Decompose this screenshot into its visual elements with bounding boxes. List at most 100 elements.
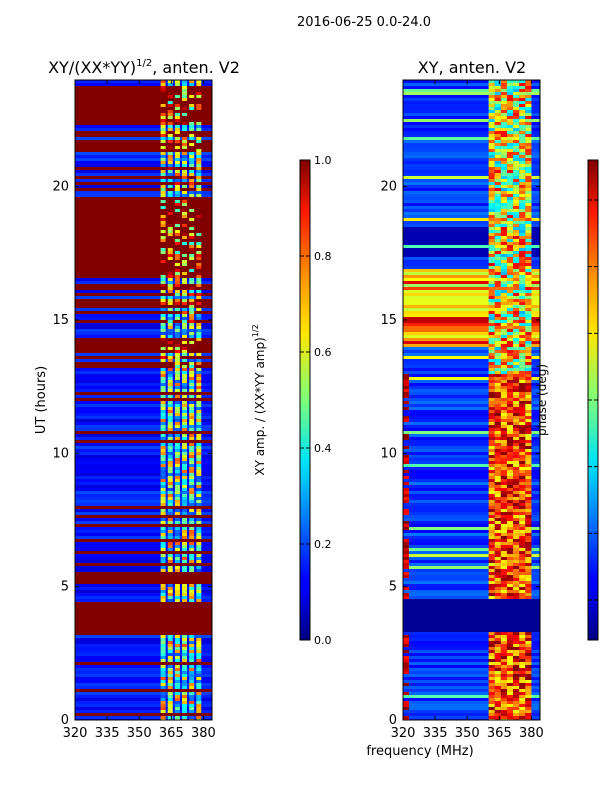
heatmap-cell [189, 128, 195, 131]
heatmap-cell [182, 242, 188, 245]
heatmap-cell [494, 98, 501, 101]
heatmap-cell [500, 410, 507, 413]
heatmap-row [403, 314, 540, 317]
heatmap-cell [182, 293, 188, 296]
heatmap-cell [500, 266, 507, 269]
heatmap-cell [182, 488, 188, 491]
heatmap-cell [500, 155, 507, 158]
heatmap-cell [525, 113, 532, 116]
heatmap-cell [519, 302, 526, 305]
heatmap-row [403, 497, 540, 500]
heatmap-cell [494, 188, 501, 191]
heatmap-cell [182, 326, 188, 329]
heatmap-cell [189, 179, 195, 182]
heatmap-cell [494, 668, 501, 671]
heatmap-row [75, 242, 212, 245]
heatmap-cell [160, 380, 166, 383]
heatmap-cell [174, 692, 180, 695]
heatmap-cell [506, 449, 514, 452]
heatmap-cell [500, 287, 507, 290]
heatmap-row [403, 260, 540, 263]
heatmap-row [75, 245, 212, 248]
heatmap-cell [506, 329, 514, 332]
heatmap-cell [513, 473, 520, 476]
heatmap-cell [182, 161, 188, 164]
heatmap-cell [519, 632, 526, 635]
heatmap-cell [167, 194, 173, 197]
heatmap-row [75, 539, 212, 542]
heatmap-cell [519, 242, 526, 245]
heatmap-cell [488, 125, 495, 128]
heatmap-cell [196, 470, 202, 473]
heatmap-row [75, 560, 212, 563]
heatmap-cell [488, 281, 495, 284]
heatmap-cell [167, 251, 173, 254]
heatmap-row [75, 521, 212, 524]
heatmap-cell [525, 335, 532, 338]
heatmap-cell [174, 374, 180, 377]
heatmap-cell [167, 281, 173, 284]
heatmap-cell [174, 302, 180, 305]
heatmap-cell [494, 383, 501, 386]
heatmap-row [75, 128, 212, 131]
heatmap-cell [189, 245, 195, 248]
heatmap-row [75, 695, 212, 698]
heatmap-row [75, 470, 212, 473]
heatmap-row [75, 455, 212, 458]
heatmap-cell [525, 308, 532, 311]
heatmap-cell [160, 458, 166, 461]
heatmap-cell [525, 188, 532, 191]
heatmap-cell [525, 461, 532, 464]
heatmap-cell [513, 206, 520, 209]
heatmap-row [403, 530, 540, 533]
heatmap-cell [519, 698, 526, 701]
heatmap-cell [500, 542, 507, 545]
heatmap-cell [494, 419, 501, 422]
heatmap-cell [500, 635, 507, 638]
heatmap-edge-cell [403, 665, 409, 668]
heatmap-cell [167, 98, 173, 101]
heatmap-cell [494, 680, 501, 683]
heatmap-cell [196, 692, 202, 695]
heatmap-cell [488, 95, 495, 98]
heatmap-cell [189, 173, 195, 176]
heatmap-row [403, 524, 540, 527]
heatmap-cell [525, 209, 532, 212]
heatmap-cell [525, 389, 532, 392]
heatmap-cell [519, 383, 526, 386]
heatmap-row [75, 656, 212, 659]
heatmap-cell [182, 269, 188, 272]
heatmap-cell [196, 458, 202, 461]
heatmap-cell [506, 116, 514, 119]
heatmap-cell [500, 200, 507, 203]
heatmap-cell [519, 518, 526, 521]
heatmap-cell [494, 665, 501, 668]
heatmap-cell [174, 212, 180, 215]
heatmap-cell [488, 269, 495, 272]
heatmap-cell [196, 584, 202, 587]
heatmap-cell [167, 656, 173, 659]
heatmap-cell [174, 464, 180, 467]
heatmap-cell [167, 170, 173, 173]
heatmap-cell [513, 197, 520, 200]
heatmap-cell [196, 356, 202, 359]
heatmap-cell [167, 707, 173, 710]
heatmap-edge-cell [403, 671, 409, 674]
heatmap-cell [196, 380, 202, 383]
heatmap-cell [506, 536, 514, 539]
heatmap-cell [174, 263, 180, 266]
heatmap-cell [513, 407, 520, 410]
heatmap-cell [160, 446, 166, 449]
heatmap-cell [182, 359, 188, 362]
heatmap-cell [182, 500, 188, 503]
heatmap-row [75, 536, 212, 539]
heatmap-cell [196, 113, 202, 116]
heatmap-cell [174, 110, 180, 113]
heatmap-cell [513, 290, 520, 293]
heatmap-cell [513, 353, 520, 356]
heatmap-cell [488, 716, 495, 719]
heatmap-cell [506, 233, 514, 236]
heatmap-cell [182, 410, 188, 413]
heatmap-cell [513, 584, 520, 587]
heatmap-cell [494, 293, 501, 296]
